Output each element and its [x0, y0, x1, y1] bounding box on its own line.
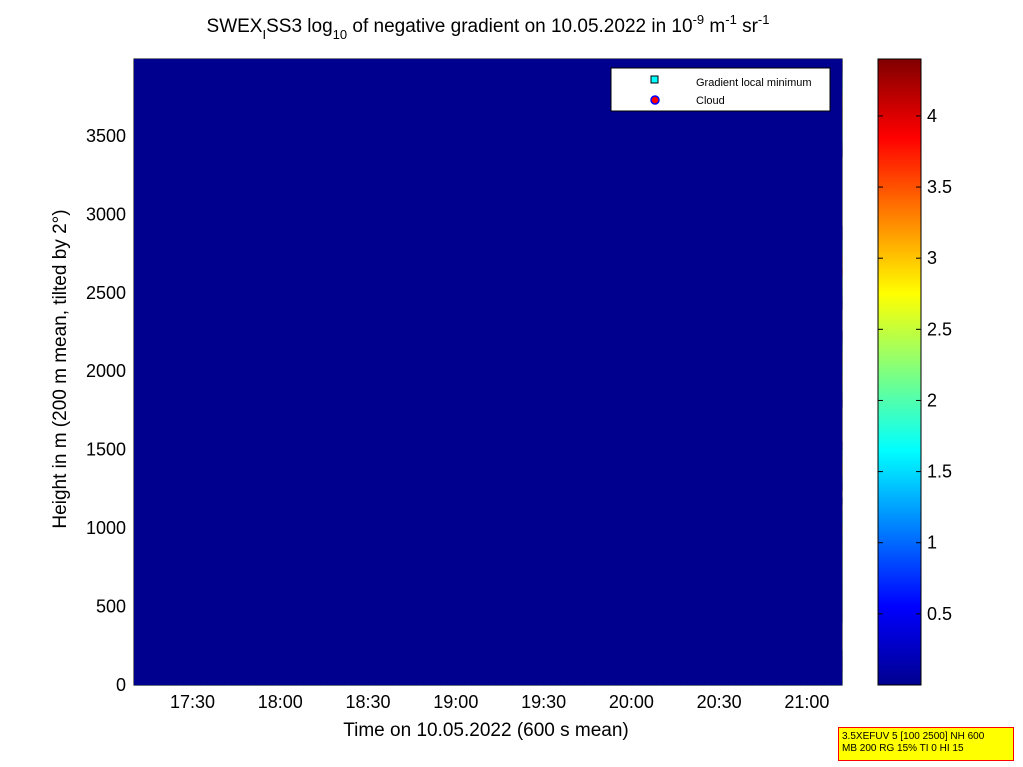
heatmap-plot: 17:30 18:00 18:30 19:00 19:30 20:00 20:30 21:00… — [86, 58, 843, 712]
